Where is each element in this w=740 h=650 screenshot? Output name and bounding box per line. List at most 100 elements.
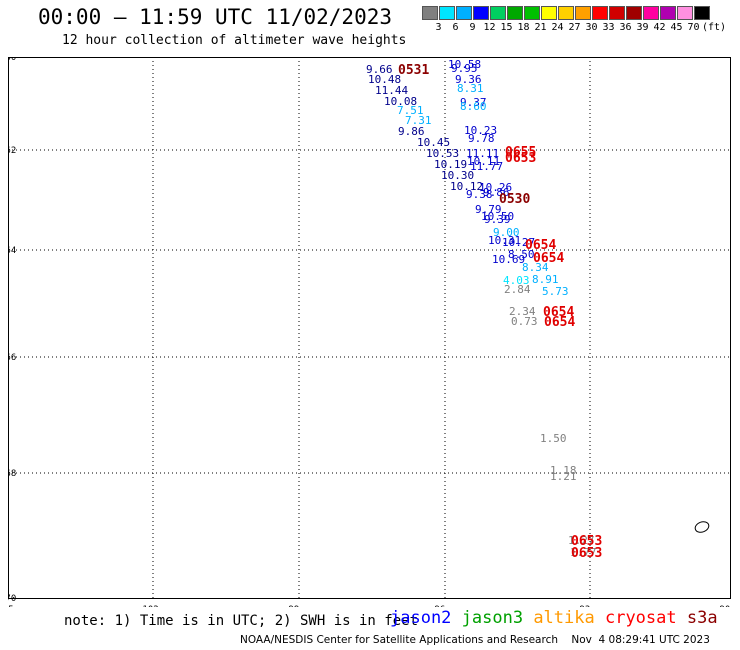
wave-height-label: 9.38 [466, 188, 493, 201]
wave-height-label: 10.50 [481, 210, 514, 223]
lat-tick-label: -62 [8, 146, 16, 156]
colorbar-label: 15 [500, 22, 513, 33]
colorbar-label: 24 [551, 22, 564, 33]
page-title: 00:00 – 11:59 UTC 11/02/2023 [38, 5, 393, 29]
colorbar-label: 39 [636, 22, 649, 33]
lat-tick-label: -66 [8, 353, 16, 363]
wave-height-label: 10.08 [384, 95, 417, 108]
pass-time-label: 0654 [544, 315, 575, 330]
colorbar-swatch [558, 6, 574, 20]
colorbar-label: 21 [534, 22, 547, 33]
wave-height-label: 9.86 [483, 186, 510, 199]
lat-tick-label: -70 [8, 594, 16, 604]
credit-line: NOAA/NESDIS Center for Satellite Applica… [240, 634, 710, 646]
legend-item-s3a: s3a [686, 608, 718, 628]
wave-height-label: 9.95 [451, 62, 478, 75]
pass-time-label: 0653 [571, 534, 602, 549]
wave-height-label: 8.34 [522, 261, 549, 274]
wave-height-label: 1.21 [550, 470, 577, 483]
pass-time-label: 0654 [525, 238, 556, 253]
satellite-legend: jason2 jason3 altika cryosat s3a [390, 608, 718, 628]
plot-frame [8, 57, 731, 599]
colorbar-swatch [422, 6, 438, 20]
legend-item-jason2: jason2 [390, 608, 462, 628]
wave-height-label: 4.03 [503, 274, 530, 287]
wave-height-label: 11.11 [466, 147, 499, 160]
colorbar [422, 6, 711, 20]
wave-height-label: 7.31 [405, 114, 432, 127]
colorbar-swatch [439, 6, 455, 20]
colorbar-label: 6 [452, 22, 459, 33]
colorbar-swatch [575, 6, 591, 20]
wave-height-label: 8.60 [460, 100, 487, 113]
wave-height-label: 10.26 [479, 181, 512, 194]
island-outline [694, 521, 710, 533]
colorbar-label: 33 [602, 22, 615, 33]
colorbar-label: 3 [435, 22, 442, 33]
colorbar-swatch [643, 6, 659, 20]
colorbar-swatch [694, 6, 710, 20]
wave-height-label: 9.66 [366, 63, 393, 76]
lon-tick-label: -96 [429, 605, 445, 607]
wave-height-label: 2.84 [504, 283, 531, 296]
wave-height-label: 8.50 [508, 248, 535, 261]
wave-height-label: 10.69 [492, 253, 525, 266]
pass-time-label: 0654 [543, 305, 574, 320]
colorbar-swatch [524, 6, 540, 20]
pass-time-label: 0654 [533, 251, 564, 266]
colorbar-swatch [490, 6, 506, 20]
lon-tick-label: -105 [8, 605, 14, 607]
colorbar-label: 9 [469, 22, 476, 33]
colorbar-label: 30 [585, 22, 598, 33]
lon-tick-label: -90 [714, 605, 730, 607]
wave-height-label: 10.45 [417, 136, 450, 149]
pass-time-label: 0530 [499, 192, 530, 207]
wave-height-label: 0.73 [511, 315, 538, 328]
wave-height-label: 10.48 [368, 73, 401, 86]
map-plot: -60 -62 -64 -66 -68 -70-105 -102 -99 -96 -93 -90 9.… [8, 57, 731, 607]
wave-height-label: 9.00 [493, 226, 520, 239]
wave-height-label: 9.78 [468, 132, 495, 145]
wave-height-label: 8.31 [457, 82, 484, 95]
colorbar-swatch [626, 6, 642, 20]
wave-height-label: 10.30 [441, 169, 474, 182]
colorbar-swatch [609, 6, 625, 20]
wave-height-label: 1.77 [570, 546, 597, 559]
wave-height-label: 10.23 [464, 124, 497, 137]
lon-tick-label: -99 [283, 605, 299, 607]
colorbar-label: 45 [670, 22, 683, 33]
colorbar-swatch [507, 6, 523, 20]
wave-height-label: 9.79 [475, 203, 502, 216]
wave-height-label: 2.34 [509, 305, 536, 318]
wave-height-label: 5.73 [542, 285, 569, 298]
wave-height-label: 10.31 [488, 234, 521, 247]
wave-height-label: 9.86 [398, 125, 425, 138]
wave-height-label: 10.53 [426, 147, 459, 160]
lat-tick-label: -68 [8, 469, 16, 479]
wave-height-label: 10.19 [434, 158, 467, 171]
lon-tick-label: -93 [574, 605, 590, 607]
legend-item-altika: altika [533, 608, 605, 628]
wave-height-label: 11.44 [375, 84, 408, 97]
legend-item-jason3: jason3 [461, 608, 534, 628]
colorbar-label: 36 [619, 22, 632, 33]
colorbar-label: 18 [517, 22, 530, 33]
wave-height-label: 10.58 [448, 58, 481, 71]
colorbar-label: (ft) [702, 22, 727, 33]
pass-time-label: 0653 [505, 151, 536, 166]
pass-time-label: 0531 [398, 63, 429, 78]
pass-time-label: 0653 [571, 546, 602, 561]
page-subtitle: 12 hour collection of altimeter wave hei… [62, 33, 407, 48]
wave-height-label: 9.37 [460, 96, 487, 109]
colorbar-swatch [660, 6, 676, 20]
wave-height-label: 11.77 [470, 160, 503, 173]
colorbar-swatch [677, 6, 693, 20]
colorbar-swatch [592, 6, 608, 20]
legend-item-cryosat: cryosat [604, 608, 687, 628]
wave-height-label: 10.12 [450, 180, 483, 193]
wave-height-label: 7.51 [397, 104, 424, 117]
wave-height-label: 10.11 [467, 155, 500, 168]
colorbar-label: 42 [653, 22, 666, 33]
wave-height-label: 1.18 [550, 464, 577, 477]
colorbar-swatch [456, 6, 472, 20]
